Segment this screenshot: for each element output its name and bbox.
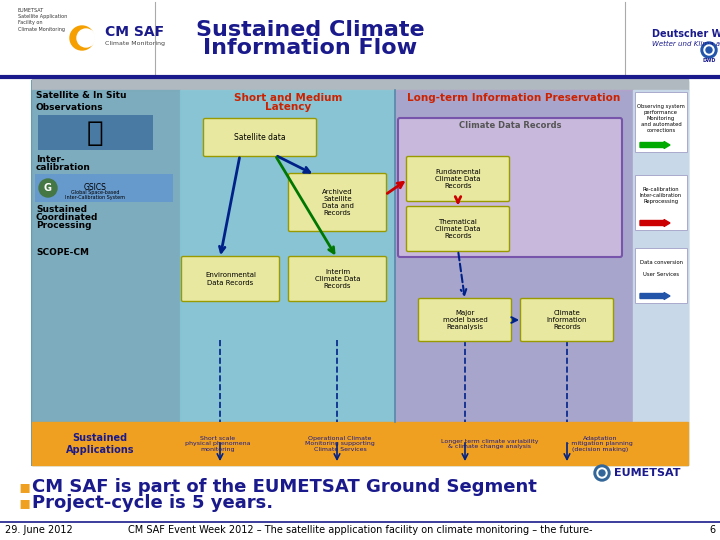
Text: Adaptation
- mitigation planning
(decision making): Adaptation - mitigation planning (decisi… [567,436,633,453]
Bar [635,248,687,303]
FancyBboxPatch shape [289,173,387,232]
Text: Data conversion

User Services: Data conversion User Services [639,260,683,277]
Bar [32,81,688,465]
Bar [635,92,687,152]
Text: Climate
Information
Records: Climate Information Records [546,310,588,330]
Text: Interim
Climate Data
Records: Interim Climate Data Records [315,269,360,289]
FancyBboxPatch shape [398,118,622,257]
Text: Long-term Information Preservation: Long-term Information Preservation [408,93,621,103]
Bar [0,0,720,78]
Bar [32,90,180,422]
Text: calibration: calibration [36,163,91,172]
Text: 🌍: 🌍 [86,119,103,147]
Text: Sustained Climate: Sustained Climate [196,20,424,40]
Circle shape [39,179,57,197]
Text: GSICS: GSICS [84,184,107,192]
Text: Environmental
Data Records: Environmental Data Records [205,272,256,286]
Text: 6: 6 [709,525,715,535]
Text: SCOPE-CM: SCOPE-CM [36,248,89,257]
Bar [633,90,688,422]
Bar [700,52,718,70]
FancyBboxPatch shape [521,299,613,341]
Text: Information Flow: Information Flow [203,38,417,58]
Text: Thematical
Climate Data
Records: Thematical Climate Data Records [436,219,481,239]
Text: EUMETSAT: EUMETSAT [614,468,680,478]
Text: Satellite data: Satellite data [234,133,286,142]
FancyBboxPatch shape [181,256,279,301]
Text: Global Space-based
Inter-Calibration System: Global Space-based Inter-Calibration Sys… [65,190,125,200]
Circle shape [599,470,605,476]
Circle shape [704,45,714,55]
FancyArrow shape [640,141,670,149]
FancyArrow shape [640,219,670,226]
Text: CM SAF: CM SAF [105,25,164,39]
Text: ▪: ▪ [18,478,30,496]
Circle shape [706,47,712,53]
Text: CM SAF is part of the EUMETSAT Ground Segment: CM SAF is part of the EUMETSAT Ground Se… [32,478,537,496]
FancyBboxPatch shape [204,118,317,157]
FancyBboxPatch shape [407,206,510,252]
FancyBboxPatch shape [289,256,387,301]
Text: Short scale
physical phenomena
monitoring: Short scale physical phenomena monitorin… [185,436,251,453]
Text: Operational Climate
Monitoring supporting
Climate Services: Operational Climate Monitoring supportin… [305,436,375,453]
Text: Longer term climate variability
& climate change analysis: Longer term climate variability & climat… [441,438,539,449]
Text: Wetter und Klima aus einer Hand: Wetter und Klima aus einer Hand [652,41,720,47]
FancyArrow shape [640,293,670,300]
Bar [32,422,688,465]
Text: Archived
Satellite
Data and
Records: Archived Satellite Data and Records [322,188,354,217]
Text: Latency: Latency [265,102,311,112]
Text: Observations: Observations [36,104,104,112]
Bar [35,174,173,202]
Text: Re-calibration
Inter-calibration
Reprocessing: Re-calibration Inter-calibration Reproce… [640,187,682,204]
Text: Deutscher Wetterdienst: Deutscher Wetterdienst [652,29,720,39]
Text: ▪: ▪ [18,494,30,512]
Text: DWD: DWD [702,58,716,64]
Text: G: G [44,183,52,193]
Text: Climate Monitoring: Climate Monitoring [105,42,165,46]
Text: Inter-: Inter- [36,155,65,164]
Text: Short and Medium: Short and Medium [234,93,342,103]
Bar [32,78,688,90]
Text: Project-cycle is 5 years.: Project-cycle is 5 years. [32,494,273,512]
Text: Climate Data Records: Climate Data Records [459,120,562,130]
Circle shape [597,468,607,478]
Text: Major
model based
Reanalysis: Major model based Reanalysis [443,310,487,330]
Text: Satellite & In Situ: Satellite & In Situ [36,91,127,100]
Bar [395,90,633,422]
Text: Sustained
Applications: Sustained Applications [66,433,134,455]
Text: EUMETSAT
Satellite Application
Facility on
Climate Monitoring: EUMETSAT Satellite Application Facility … [18,8,67,32]
Text: Processing: Processing [36,221,91,230]
Text: Sustained: Sustained [36,205,87,214]
Text: Fundamental
Climate Data
Records: Fundamental Climate Data Records [435,168,481,189]
Text: CM SAF Event Week 2012 – The satellite application facility on climate monitorin: CM SAF Event Week 2012 – The satellite a… [127,525,593,535]
FancyBboxPatch shape [418,299,511,341]
Bar [38,115,153,150]
Bar [180,90,395,422]
Bar [32,81,688,465]
Bar [635,175,687,230]
Circle shape [701,42,717,58]
Text: Observing system
performance
Monitoring
and automated
corrections: Observing system performance Monitoring … [637,104,685,133]
Text: 29. June 2012: 29. June 2012 [5,525,73,535]
Text: Coordinated: Coordinated [36,213,99,222]
Circle shape [594,465,610,481]
Circle shape [70,26,94,50]
FancyBboxPatch shape [407,157,510,201]
Circle shape [77,29,95,47]
